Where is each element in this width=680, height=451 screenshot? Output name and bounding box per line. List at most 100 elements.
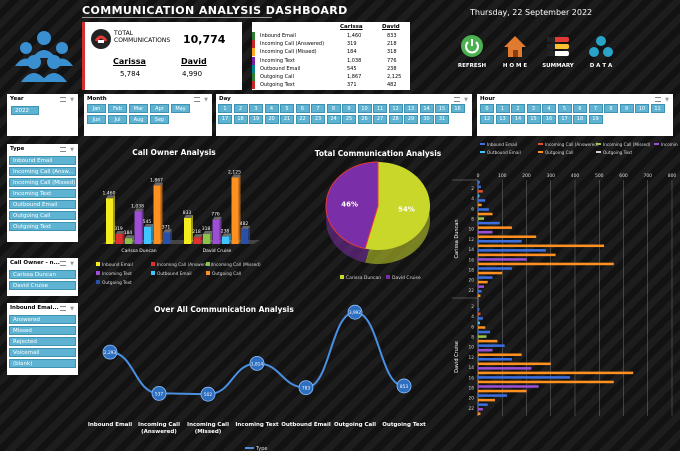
day-option[interactable]: 2: [233, 104, 248, 113]
year-option[interactable]: 2022: [11, 106, 39, 115]
multiselect-icon[interactable]: [655, 97, 662, 102]
day-option[interactable]: 24: [326, 114, 341, 124]
type-option[interactable]: Incoming Call (Missed): [9, 178, 76, 187]
multiselect-icon[interactable]: [60, 306, 67, 311]
month-option[interactable]: Aug: [129, 115, 148, 124]
hbar-y-tick: 8: [471, 335, 474, 341]
hour-option[interactable]: 14: [511, 114, 525, 124]
day-option[interactable]: 7: [311, 104, 325, 113]
owner-option[interactable]: Carissa Duncan: [9, 270, 76, 279]
day-option[interactable]: 25: [342, 114, 356, 124]
hour-option[interactable]: 6: [573, 104, 587, 113]
clear-filter-icon[interactable]: ▼: [70, 261, 74, 267]
month-option[interactable]: Feb: [108, 104, 127, 113]
clear-filter-icon[interactable]: ▼: [204, 97, 208, 103]
type-option[interactable]: Inbound Email: [9, 156, 76, 165]
day-option[interactable]: 17: [218, 114, 232, 124]
line-category-label: Outbound Email: [281, 422, 331, 428]
clear-filter-icon[interactable]: ▼: [70, 306, 74, 312]
clear-filter-icon[interactable]: ▼: [665, 97, 669, 103]
inbound-option[interactable]: (blank): [9, 359, 76, 368]
day-option[interactable]: 4: [264, 104, 279, 113]
nav-button-summary[interactable]: SUMMARY: [538, 33, 578, 69]
day-option[interactable]: 10: [357, 104, 372, 113]
month-option[interactable]: Sep: [150, 115, 169, 124]
day-option[interactable]: 22: [295, 114, 310, 124]
day-option[interactable]: 20: [264, 114, 279, 124]
multiselect-icon[interactable]: [60, 147, 67, 152]
hbar-bar: [478, 208, 489, 211]
multiselect-icon[interactable]: [60, 97, 67, 102]
inbound-option[interactable]: Missed: [9, 326, 76, 335]
inbound-option[interactable]: Answered: [9, 315, 76, 324]
type-option[interactable]: Incoming Text: [9, 189, 76, 198]
hour-option[interactable]: 0: [480, 104, 494, 113]
day-option[interactable]: 5: [280, 104, 294, 113]
type-option[interactable]: Outgoing Call: [9, 211, 76, 220]
hour-option[interactable]: 7: [588, 104, 603, 113]
day-option[interactable]: 16: [450, 104, 465, 113]
hour-option[interactable]: 2: [511, 104, 525, 113]
hour-option[interactable]: 3: [526, 104, 541, 113]
month-option[interactable]: Jul: [108, 115, 127, 124]
hour-option[interactable]: 13: [495, 114, 510, 124]
hour-option[interactable]: 15: [526, 114, 541, 124]
month-option[interactable]: Jan: [87, 104, 106, 113]
day-option[interactable]: 19: [249, 114, 263, 124]
clear-filter-icon[interactable]: ▼: [464, 97, 468, 103]
owner-option[interactable]: David Cruise: [9, 281, 76, 290]
hour-option[interactable]: 5: [557, 104, 572, 113]
multiselect-icon[interactable]: [194, 97, 201, 102]
month-option[interactable]: Apr: [150, 104, 169, 113]
hour-option[interactable]: 10: [635, 104, 649, 113]
hour-option[interactable]: 18: [573, 114, 587, 124]
day-option[interactable]: 30: [419, 114, 434, 124]
day-option[interactable]: 12: [388, 104, 403, 113]
day-option[interactable]: 11: [373, 104, 387, 113]
hour-option[interactable]: 11: [650, 104, 665, 113]
day-option[interactable]: 3: [249, 104, 263, 113]
day-option[interactable]: 8: [326, 104, 341, 113]
clear-filter-icon[interactable]: ▼: [70, 147, 74, 153]
hour-option[interactable]: 12: [480, 114, 494, 124]
day-option[interactable]: 13: [404, 104, 418, 113]
day-option[interactable]: 29: [404, 114, 418, 124]
hbar-bar: [478, 285, 485, 288]
bar-outgoing-call: [231, 174, 241, 244]
day-option[interactable]: 28: [388, 114, 403, 124]
hour-option[interactable]: 17: [557, 114, 572, 124]
nav-button-refresh[interactable]: REFRESH: [452, 33, 492, 69]
hbar-bar: [478, 335, 487, 338]
hour-option[interactable]: 8: [604, 104, 618, 113]
hour-option[interactable]: 1: [495, 104, 510, 113]
month-option[interactable]: Jun: [87, 115, 106, 124]
day-option[interactable]: 26: [357, 114, 372, 124]
clear-filter-icon[interactable]: ▼: [70, 97, 74, 103]
type-option[interactable]: Incoming Call (Answ...: [9, 167, 76, 176]
day-option[interactable]: 9: [342, 104, 356, 113]
inbound-option[interactable]: Voicemail: [9, 348, 76, 357]
day-option[interactable]: 14: [419, 104, 434, 113]
type-option[interactable]: Outbound Email: [9, 200, 76, 209]
day-option[interactable]: 23: [311, 114, 325, 124]
month-option[interactable]: May: [171, 104, 190, 113]
day-option[interactable]: 31: [435, 114, 449, 124]
nav-button-home[interactable]: H O M E: [495, 33, 535, 69]
hour-option[interactable]: 4: [542, 104, 556, 113]
day-option[interactable]: 1: [218, 104, 232, 113]
hour-option[interactable]: 16: [542, 114, 556, 124]
multiselect-icon[interactable]: [60, 261, 67, 266]
day-option[interactable]: 15: [435, 104, 449, 113]
hour-option[interactable]: 9: [619, 104, 634, 113]
type-option[interactable]: Outgoing Text: [9, 222, 76, 231]
nav-button-data[interactable]: D A T A: [581, 33, 621, 69]
multiselect-icon[interactable]: [454, 97, 461, 102]
day-option[interactable]: 21: [280, 114, 294, 124]
legend-label: Outgoing Call: [212, 271, 241, 277]
day-option[interactable]: 6: [295, 104, 310, 113]
day-option[interactable]: 27: [373, 114, 387, 124]
month-option[interactable]: Mar: [129, 104, 148, 113]
hour-option[interactable]: 19: [588, 114, 603, 124]
inbound-option[interactable]: Rejected: [9, 337, 76, 346]
day-option[interactable]: 18: [233, 114, 248, 124]
